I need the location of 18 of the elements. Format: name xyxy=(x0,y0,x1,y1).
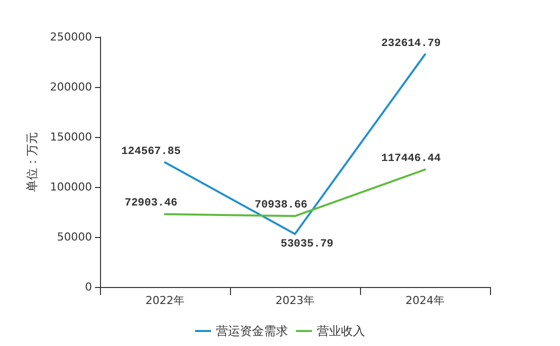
x-tick-label: 2022年 xyxy=(146,294,184,307)
y-tick-label: 50000 xyxy=(57,230,92,244)
data-label: 232614.79 xyxy=(381,38,441,50)
x-tick-label: 2023年 xyxy=(276,294,314,307)
y-axis-title: 单位：万元 xyxy=(25,132,39,192)
data-label: 72903.46 xyxy=(124,198,178,210)
data-label: 117446.44 xyxy=(381,153,442,166)
data-label: 70938.66 xyxy=(254,200,308,212)
legend-label: 营业收入 xyxy=(317,324,365,338)
y-tick-label: 0 xyxy=(85,280,92,294)
legend-label: 营运资金需求 xyxy=(216,324,288,338)
y-tick-label: 150000 xyxy=(50,130,92,144)
data-label: 53035.79 xyxy=(280,238,334,250)
x-tick-label: 2024年 xyxy=(406,294,444,307)
y-tick-label: 250000 xyxy=(50,30,92,44)
y-tick-label: 200000 xyxy=(50,80,92,94)
data-label: 124567.85 xyxy=(121,146,182,158)
y-tick-label: 100000 xyxy=(50,180,92,194)
